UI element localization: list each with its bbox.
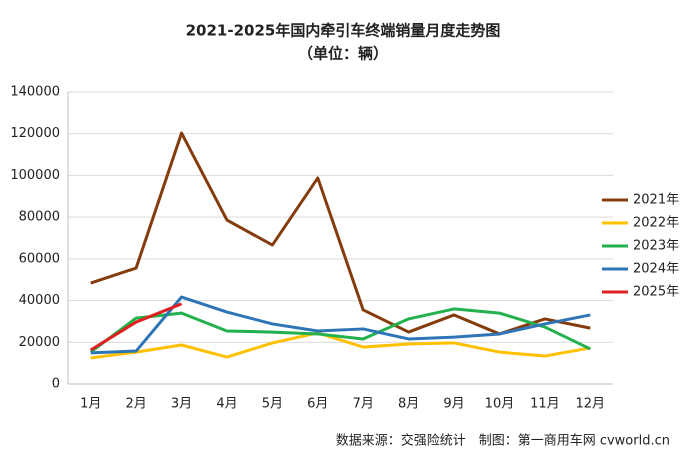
y-tick-label: 120000 (10, 126, 60, 141)
series-line (90, 331, 591, 360)
x-tick-label: 10月 (485, 397, 515, 412)
legend-label: 2023年 (633, 239, 679, 254)
source-note: 数据来源：交强险统计 制图：第一商用车网 cvworld.cn (336, 433, 670, 449)
series-line (89, 307, 591, 354)
chart-title: 2021-2025年国内牵引车终端销量月度走势图 (186, 22, 501, 40)
y-tick-label: 80000 (19, 210, 60, 225)
legend-label: 2021年 (633, 193, 679, 208)
x-tick-label: 7月 (353, 397, 374, 412)
x-tick-label: 8月 (398, 397, 419, 412)
x-tick-label: 3月 (171, 397, 192, 412)
x-tick-label: 1月 (80, 397, 101, 412)
y-tick-label: 0 (52, 377, 60, 392)
y-tick-label: 40000 (19, 293, 60, 308)
y-tick-label: 140000 (10, 85, 60, 100)
y-tick-label: 60000 (19, 251, 60, 266)
x-tick-label: 9月 (443, 397, 464, 412)
legend-label: 2025年 (633, 285, 679, 300)
y-tick-label: 20000 (19, 335, 60, 350)
x-tick-label: 12月 (576, 397, 606, 412)
x-tick-label: 5月 (262, 397, 283, 412)
x-tick-label: 11月 (530, 397, 560, 412)
legend-label: 2024年 (633, 262, 679, 277)
x-tick-label: 2月 (125, 397, 146, 412)
y-tick-label: 100000 (10, 168, 60, 183)
x-tick-label: 4月 (216, 397, 237, 412)
legend-label: 2022年 (633, 216, 679, 231)
chart-subtitle: （单位：辆） (298, 45, 388, 63)
series-line (89, 302, 183, 352)
x-tick-label: 6月 (307, 397, 328, 412)
